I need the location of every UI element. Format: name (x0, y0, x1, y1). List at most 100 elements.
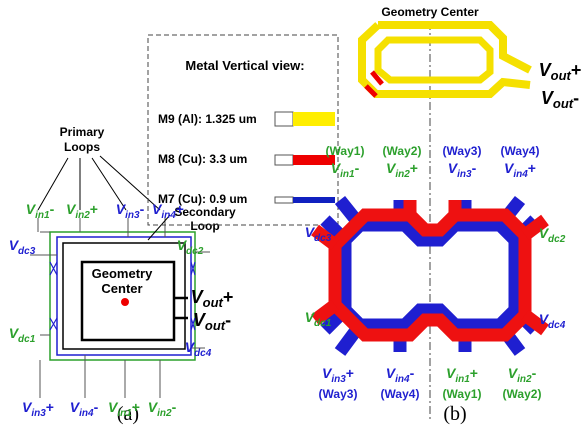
text-line: Primary (60, 125, 105, 139)
label-sign: + (132, 399, 140, 415)
yellow-loop (362, 25, 530, 96)
pointer-arrows (38, 156, 170, 240)
metal-title: Metal Vertical view: (185, 58, 304, 73)
label-sign: - (225, 310, 231, 330)
label-sub: in1 (35, 210, 50, 221)
signal-label: Vin2+ (66, 201, 98, 221)
way-label: (Way2) (503, 387, 542, 401)
signal-label: Vin2- (508, 365, 537, 385)
label-sign: - (172, 399, 177, 415)
m9-bar (293, 112, 335, 126)
signal-label: Vin1+ (446, 365, 478, 385)
label-sub: dc3 (314, 233, 332, 244)
label-sign: - (410, 365, 415, 381)
label-sign: - (140, 201, 145, 217)
way-label: (Way3) (319, 387, 358, 401)
label-sub: dc2 (186, 246, 204, 257)
way-label: (Way2) (383, 144, 422, 158)
text-line: Loop (190, 219, 219, 233)
signal-label: Vin3+ (22, 399, 54, 419)
label-sub: in2 (157, 408, 172, 419)
gap (275, 112, 293, 126)
label-sign: - (532, 365, 537, 381)
signal-label: Vin2- (148, 399, 177, 419)
label-sub: dc3 (18, 246, 36, 257)
m7-bar (293, 197, 335, 203)
label-sign: + (571, 60, 582, 80)
label-sign: - (94, 399, 99, 415)
caption: (b) (443, 403, 466, 425)
label-sub: dc4 (548, 320, 566, 331)
label-sub: in2 (75, 210, 90, 221)
label-sub: out (553, 96, 574, 111)
geometry-center: Geometry Center (381, 5, 479, 19)
signal-label: Vin4- (386, 365, 415, 385)
signal-label: Vout- (193, 310, 231, 333)
label-sub: in3 (31, 408, 46, 419)
label-sub: out (203, 295, 224, 310)
text-line: Geometry (92, 266, 153, 281)
label-sub: out (205, 318, 226, 333)
signal-label: Vin3- (448, 160, 477, 180)
label-sign: - (355, 160, 360, 176)
signal-label: Vout+ (539, 60, 582, 83)
label-sign: + (528, 160, 536, 176)
label-sub: dc1 (314, 318, 332, 329)
signal-label: Vout+ (191, 287, 234, 310)
label-sub: in2 (517, 374, 532, 385)
label-sub: in4 (161, 210, 176, 221)
label-sign: + (410, 160, 418, 176)
signal-label: Vin4- (70, 399, 99, 419)
label-sub: out (551, 68, 572, 83)
metal-row: M8 (Cu): 3.3 um (158, 152, 247, 166)
signal-label: Vin3- (116, 201, 145, 221)
label-sign: + (470, 365, 478, 381)
label-sub: dc1 (18, 334, 36, 345)
outer-turn (362, 25, 530, 94)
label-sub: in4 (79, 408, 94, 419)
way-label: (Way1) (443, 387, 482, 401)
way-label: (Way4) (381, 387, 420, 401)
label-sign: + (223, 287, 234, 307)
blue-loop (57, 237, 191, 355)
signal-label: Vin1- (26, 201, 55, 221)
label-sign: + (46, 399, 54, 415)
text-line: Loops (64, 140, 100, 154)
signal-label: Vin1- (331, 160, 360, 180)
signal-label: Vdc4 (185, 339, 212, 359)
label-sign: + (90, 201, 98, 217)
label-sub: in3 (331, 374, 346, 385)
label-sub: in4 (513, 169, 528, 180)
label-sub: in1 (455, 374, 470, 385)
signal-label: Vdc2 (539, 225, 566, 245)
signal-label: Vin2+ (386, 160, 418, 180)
metal-row: M7 (Cu): 0.9 um (158, 192, 247, 206)
text-line: Center (101, 281, 142, 296)
signal-label: Vdc1 (9, 325, 36, 345)
way-label: (Way4) (501, 144, 540, 158)
label-sign: - (573, 88, 579, 108)
label-sub: in4 (395, 374, 410, 385)
label-sub: in3 (457, 169, 472, 180)
out-leads (174, 298, 188, 318)
gap (275, 155, 293, 165)
label-sub: in3 (125, 210, 140, 221)
label-sub: dc2 (548, 234, 566, 245)
label-sign: - (50, 201, 55, 217)
figure: PrimaryLoops SecondaryLoop GeometryCente… (0, 0, 585, 435)
label-sign: + (176, 201, 184, 217)
signal-label: Vdc2 (177, 237, 204, 257)
signal-label: Vdc3 (9, 237, 36, 257)
signal-label: Vout- (541, 88, 579, 111)
inner-turn (378, 40, 490, 80)
label-sub: in2 (395, 169, 410, 180)
way-label: (Way3) (443, 144, 482, 158)
center-dot (121, 298, 129, 306)
label-sign: - (472, 160, 477, 176)
way-label: (Way1) (326, 144, 365, 158)
label-sub: dc4 (194, 348, 212, 359)
label-sign: + (346, 365, 354, 381)
label-sub: in1 (117, 408, 132, 419)
